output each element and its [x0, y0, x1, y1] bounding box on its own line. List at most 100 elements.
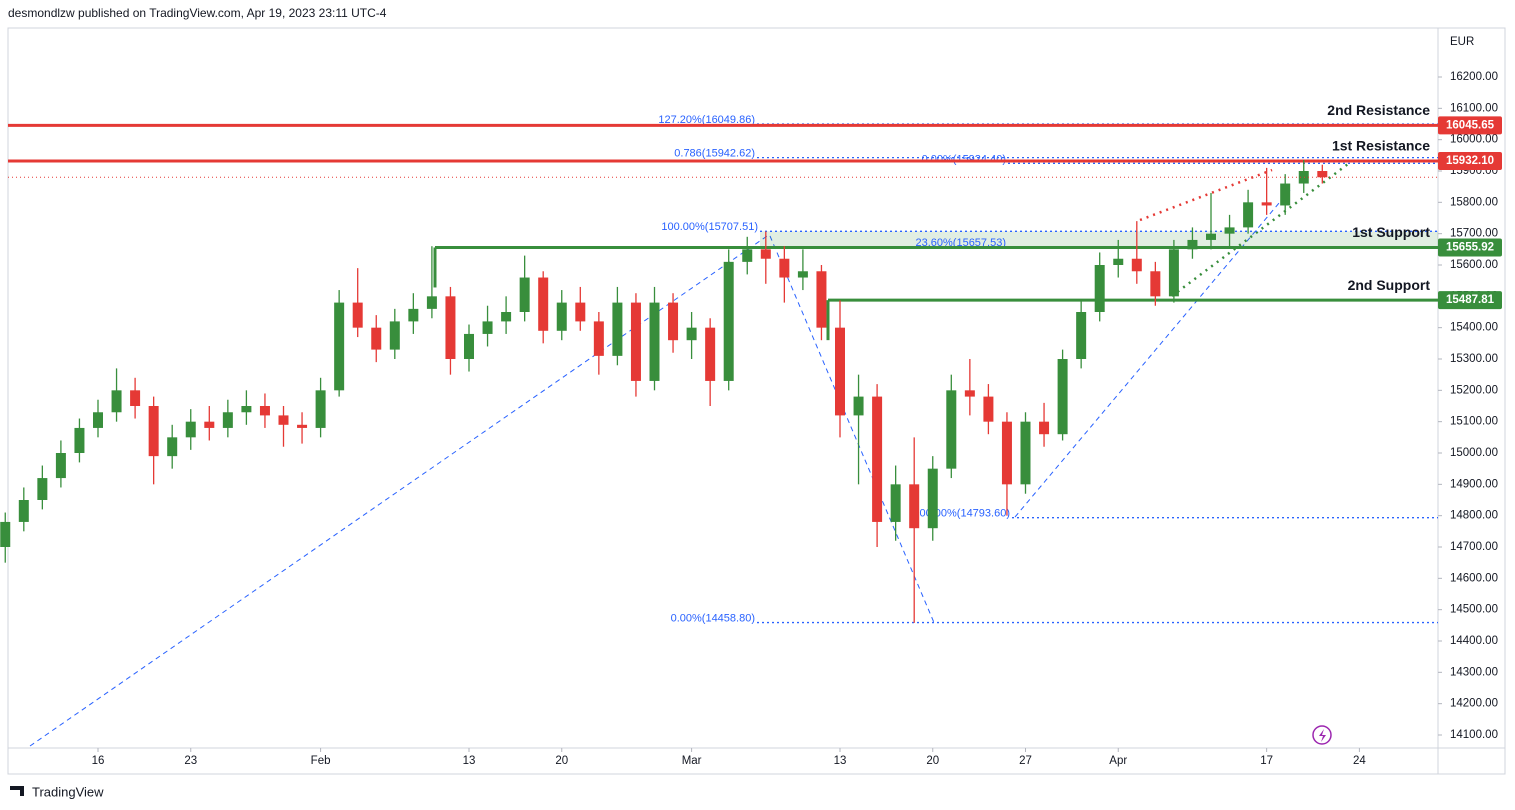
candle-body [204, 421, 215, 428]
fib-label: 23.60%(15657.53) [915, 237, 1006, 249]
level-tag-label: 15655.92 [1446, 242, 1494, 254]
frame [7, 27, 1506, 775]
candle-body [1150, 271, 1161, 297]
candle-body [1261, 202, 1272, 206]
candle-body [241, 406, 252, 413]
level-tag-label: 15487.81 [1446, 294, 1495, 306]
candle-body [964, 390, 975, 397]
channel-top [1139, 168, 1273, 222]
y-tick-label: 14400.00 [1450, 635, 1498, 647]
candle-body [464, 333, 474, 359]
candle-body [130, 390, 141, 406]
candle-body [371, 327, 382, 350]
candle-body [148, 406, 159, 457]
level-tag [1438, 151, 1502, 170]
level-tag-label: 15932.10 [1446, 155, 1494, 167]
y-tick-label: 14600.00 [1450, 572, 1498, 584]
candle-body [501, 312, 512, 322]
candle-body [612, 302, 623, 356]
candle-body [779, 258, 790, 278]
y-tick-label: 15700.00 [1450, 228, 1498, 240]
candle-body [111, 390, 122, 413]
candle-body [445, 296, 456, 359]
candle-body [742, 249, 753, 262]
y-tick-label: 14200.00 [1450, 698, 1498, 710]
x-tick-label: 17 [1260, 755, 1273, 767]
x-tick-label: 23 [184, 755, 197, 767]
alert-icon[interactable] [1312, 725, 1332, 745]
candle-body [538, 277, 549, 331]
candle-body [334, 302, 345, 391]
candle-body [37, 478, 48, 500]
y-tick-label: 15600.00 [1450, 259, 1498, 271]
candle-body [593, 321, 604, 356]
x-tick-label: 16 [92, 755, 105, 767]
candle-body [1298, 171, 1309, 184]
channel-bottom [1171, 163, 1349, 297]
y-tick-label: 15100.00 [1450, 416, 1498, 428]
candle-body [890, 484, 901, 522]
y-tick-label: 15000.00 [1450, 447, 1498, 459]
y-tick-label: 14900.00 [1450, 478, 1498, 490]
candle-body [185, 421, 196, 438]
candle-body [315, 390, 326, 428]
y-tick-label: 15800.00 [1450, 196, 1498, 208]
candle-body [668, 302, 679, 341]
level-name: 2nd Resistance [1327, 102, 1430, 118]
x-tick-label: 20 [926, 755, 939, 767]
x-tick-label: Apr [1109, 755, 1127, 767]
candle-body [1280, 183, 1291, 206]
x-tick-label: 27 [1019, 755, 1032, 767]
header: desmondlzw published on TradingView.com,… [8, 6, 387, 20]
y-tick-label: 15200.00 [1450, 384, 1498, 396]
x-tick-label: Mar [682, 755, 702, 767]
candle-body [1094, 265, 1105, 312]
candle-body [352, 302, 363, 328]
level-tag-label: 16045.65 [1446, 119, 1495, 131]
candle-body [1057, 359, 1068, 435]
candle-body [0, 521, 11, 547]
candle-body [74, 427, 85, 453]
candle-body [1168, 249, 1179, 297]
candle-body [649, 302, 660, 381]
fib-label: 127.20%(16049.86) [658, 114, 755, 126]
x-tick-label: 24 [1353, 755, 1366, 767]
trend-lines [29, 189, 1291, 747]
candle-body [482, 321, 493, 334]
candle-body [389, 321, 400, 350]
candle-body [1317, 171, 1328, 178]
level-tag [1438, 116, 1502, 135]
brand-logo [10, 786, 24, 796]
candle-body [760, 249, 771, 259]
candle-body [1187, 239, 1198, 250]
candle-body [983, 396, 994, 422]
candle-body [426, 296, 437, 309]
candle-body [278, 415, 289, 425]
y-tick-label: 14100.00 [1450, 729, 1498, 741]
x-tick-label: 13 [463, 755, 476, 767]
y-tick-label: 14700.00 [1450, 541, 1498, 553]
level-tag [1438, 238, 1502, 257]
candle-body [853, 396, 864, 416]
candle-body [630, 302, 641, 381]
candle-body [575, 302, 586, 322]
y-tick-label: 16100.00 [1450, 102, 1498, 114]
candle-body [946, 390, 957, 469]
candle-body [55, 453, 66, 479]
candles [0, 160, 1328, 623]
level-name: 1st Support [1352, 224, 1430, 240]
y-tick-label: 14500.00 [1450, 604, 1498, 616]
candle-body [93, 412, 103, 428]
y-tick-label: 14800.00 [1450, 510, 1498, 522]
candle-body [705, 327, 716, 381]
y-tick-label: 16000.00 [1450, 134, 1498, 146]
support-zone [760, 231, 1438, 248]
level-name: 2nd Support [1348, 277, 1431, 293]
candle-body [927, 468, 938, 529]
candle-body [1020, 421, 1031, 485]
candle-body [1001, 421, 1012, 485]
candle-body [1076, 312, 1087, 359]
candle-body [1206, 233, 1216, 240]
